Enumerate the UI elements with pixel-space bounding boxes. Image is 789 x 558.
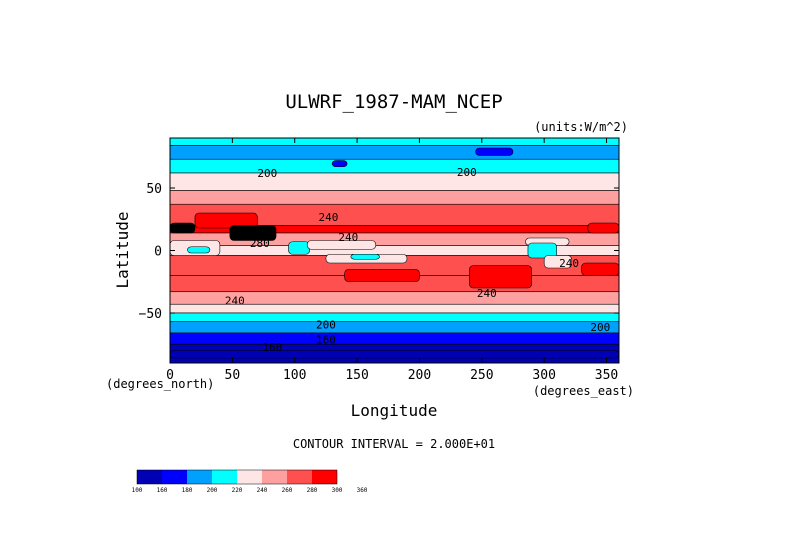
contour-label: 240: [338, 231, 358, 244]
contour-patch: [527, 242, 557, 259]
x-tick-label: 100: [283, 368, 306, 383]
contour-patch: [587, 222, 620, 234]
colorbar-label: 260: [282, 487, 293, 494]
colorbar-swatch: [287, 470, 312, 484]
colorbar-label: 200: [207, 487, 218, 494]
contour-band: [169, 332, 620, 345]
x-tick-label: 200: [408, 368, 431, 383]
x-tick-label: 0: [166, 368, 174, 383]
contour-label: 200: [590, 321, 610, 334]
x-tick-label: 350: [595, 368, 618, 383]
y-tick-label: 0: [154, 245, 162, 260]
contour-band: [169, 172, 620, 191]
contour-patch: [194, 212, 258, 229]
contour-patch: [350, 253, 380, 260]
chart-title: ULWRF_1987-MAM_NCEP: [285, 91, 502, 113]
colorbar-swatch: [262, 470, 287, 484]
colorbar-swatch: [312, 470, 337, 484]
contour-patch: [344, 268, 420, 283]
colorbar-swatch: [237, 470, 262, 484]
colorbar-swatch: [212, 470, 237, 484]
colorbar-label: 280: [307, 487, 318, 494]
contour-label: 240: [559, 257, 579, 270]
contour-label: 240: [225, 295, 245, 308]
x-units-label: (degrees_east): [533, 384, 634, 398]
colorbar-label: 180: [182, 487, 193, 494]
contour-label: 240: [477, 287, 497, 300]
colorbar-label: 360: [357, 487, 368, 494]
contour-patch: [475, 147, 514, 156]
contour-patch: [169, 350, 620, 359]
colorbar-swatch: [162, 470, 187, 484]
x-axis-label: Longitude: [351, 401, 438, 420]
x-tick-label: 300: [532, 368, 555, 383]
y-tick-label: −50: [139, 307, 162, 322]
colorbar-frame: [136, 469, 338, 485]
contour-label: 160: [316, 333, 336, 346]
colorbar: 100 160 180 200 220 240 260 280 300 360: [132, 469, 368, 494]
contour-band: [169, 312, 620, 323]
y-units-label: (degrees_north): [106, 377, 214, 391]
contour-patch: [288, 241, 310, 255]
contour-patch: [331, 160, 348, 168]
y-axis-label: Latitude: [113, 211, 132, 288]
contour-band: [169, 145, 620, 160]
contour-patch: [306, 240, 377, 250]
contour-patch: [581, 262, 620, 276]
y-tick-label: 50: [146, 182, 162, 197]
contour-band: [169, 137, 620, 146]
x-axis-ticks: 0 50 100 150 200 250 300 350: [166, 138, 618, 383]
colorbar-label: 100: [132, 487, 143, 494]
contour-band: [169, 158, 620, 174]
colorbar-label: 300: [332, 487, 343, 494]
contour-patch: [469, 265, 532, 289]
colorbar-swatch: [187, 470, 212, 484]
x-tick-label: 50: [225, 368, 241, 383]
contour-label: 280: [250, 237, 270, 250]
contour-patch: [229, 225, 277, 241]
x-tick-label: 150: [345, 368, 368, 383]
contour-label: 200: [316, 318, 336, 331]
contour-label: 200: [457, 166, 477, 179]
contour-band: [169, 321, 620, 334]
colorbar-label: 220: [232, 487, 243, 494]
colorbar-label: 240: [257, 487, 268, 494]
contour-label: 240: [318, 211, 338, 224]
contour-patch: [543, 255, 572, 269]
contour-interval-text: CONTOUR INTERVAL = 2.000E+01: [293, 437, 495, 451]
units-label: (units:W/m^2): [534, 120, 628, 134]
contour-label: 160: [262, 341, 282, 354]
x-tick-label: 250: [470, 368, 493, 383]
contour-patch: [187, 246, 211, 254]
contour-label: 200: [257, 167, 277, 180]
colorbar-label: 160: [157, 487, 168, 494]
field-layer: [169, 137, 620, 364]
y-axis-ticks: −50 0 50: [139, 182, 619, 322]
contour-band: [169, 190, 620, 205]
colorbar-swatch: [137, 470, 162, 484]
contour-patch: [169, 222, 196, 234]
